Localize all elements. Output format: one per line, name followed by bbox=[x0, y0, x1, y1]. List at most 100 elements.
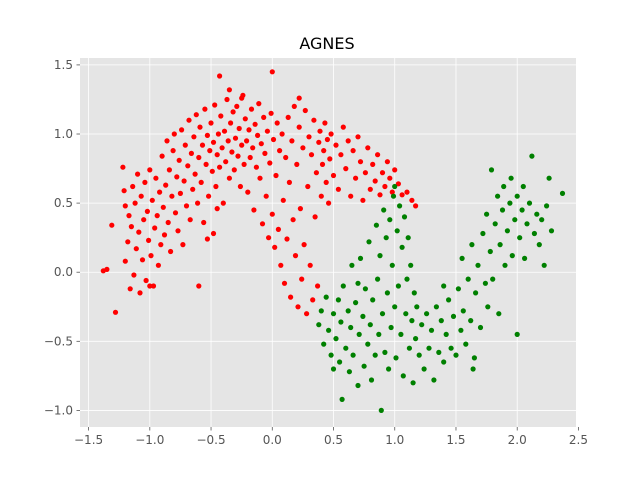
data-point bbox=[191, 134, 197, 140]
data-point bbox=[290, 217, 296, 223]
data-point bbox=[335, 186, 341, 192]
data-point bbox=[204, 132, 210, 138]
data-point bbox=[473, 290, 479, 296]
data-point bbox=[176, 157, 182, 163]
data-point bbox=[224, 96, 230, 103]
data-point bbox=[183, 203, 190, 209]
data-point bbox=[246, 127, 252, 133]
data-point bbox=[138, 193, 144, 199]
data-point bbox=[459, 255, 465, 261]
y-tick-label: 1.0 bbox=[54, 127, 73, 141]
data-point bbox=[104, 266, 110, 272]
data-point bbox=[460, 308, 466, 314]
data-point bbox=[322, 120, 328, 126]
data-point bbox=[203, 161, 209, 167]
data-point bbox=[266, 235, 272, 241]
data-point bbox=[345, 308, 351, 314]
data-point bbox=[333, 142, 339, 148]
data-point bbox=[133, 246, 139, 252]
data-point bbox=[209, 168, 215, 174]
data-point bbox=[419, 322, 425, 328]
data-point bbox=[355, 382, 361, 389]
data-point bbox=[350, 352, 356, 358]
data-point bbox=[228, 120, 234, 126]
data-point bbox=[255, 132, 261, 138]
data-point bbox=[252, 121, 258, 127]
data-point bbox=[210, 139, 217, 145]
data-point bbox=[375, 152, 381, 158]
data-point bbox=[166, 167, 172, 173]
data-points bbox=[100, 69, 566, 413]
data-point bbox=[360, 197, 366, 203]
data-point bbox=[389, 189, 395, 195]
data-point bbox=[132, 200, 138, 206]
data-point bbox=[348, 324, 354, 331]
data-point bbox=[149, 197, 155, 203]
data-point bbox=[273, 172, 279, 179]
data-point bbox=[390, 193, 397, 199]
data-point bbox=[497, 242, 503, 248]
data-point bbox=[229, 149, 235, 155]
data-point bbox=[317, 128, 323, 134]
chart-title: AGNES bbox=[299, 34, 354, 53]
data-point bbox=[343, 166, 349, 172]
data-point bbox=[137, 290, 143, 296]
data-point bbox=[365, 341, 371, 347]
data-point bbox=[258, 141, 264, 147]
data-point bbox=[157, 189, 163, 195]
data-point bbox=[226, 175, 232, 181]
data-point bbox=[514, 331, 520, 337]
data-point bbox=[142, 179, 148, 185]
data-point bbox=[165, 219, 171, 226]
data-point bbox=[182, 142, 188, 148]
y-tick-label: −0.5 bbox=[44, 334, 73, 348]
data-point bbox=[372, 178, 378, 184]
data-point bbox=[475, 262, 481, 268]
data-point bbox=[424, 311, 430, 317]
data-point bbox=[548, 228, 555, 234]
data-point bbox=[372, 352, 378, 358]
data-point bbox=[366, 239, 372, 245]
data-point bbox=[153, 175, 159, 181]
data-point bbox=[507, 200, 513, 206]
data-point bbox=[128, 224, 134, 230]
data-point bbox=[208, 120, 214, 126]
data-point bbox=[356, 331, 362, 337]
data-point bbox=[144, 208, 150, 214]
data-point bbox=[264, 128, 270, 134]
data-point bbox=[187, 217, 193, 223]
data-point bbox=[349, 262, 355, 268]
data-point bbox=[267, 160, 273, 166]
data-point bbox=[357, 159, 364, 165]
data-point bbox=[330, 311, 337, 317]
data-point bbox=[195, 200, 201, 206]
data-point bbox=[368, 377, 375, 383]
data-point bbox=[546, 175, 552, 181]
data-point bbox=[400, 373, 406, 379]
data-point bbox=[529, 153, 535, 159]
data-point bbox=[410, 380, 416, 386]
data-point bbox=[350, 148, 356, 154]
data-point bbox=[247, 154, 253, 161]
data-point bbox=[268, 110, 274, 116]
data-point bbox=[492, 221, 498, 227]
data-point bbox=[130, 183, 136, 190]
data-point bbox=[163, 182, 169, 188]
data-point bbox=[378, 407, 384, 413]
data-point bbox=[283, 154, 289, 161]
data-point bbox=[370, 161, 376, 167]
data-point bbox=[181, 178, 187, 184]
data-point bbox=[408, 262, 414, 268]
data-point bbox=[487, 248, 493, 255]
data-point bbox=[338, 319, 344, 325]
x-tick-label: −1.0 bbox=[135, 433, 164, 447]
data-point bbox=[436, 349, 442, 355]
data-point bbox=[148, 253, 154, 259]
data-point bbox=[220, 200, 226, 206]
data-point bbox=[480, 230, 486, 237]
data-point bbox=[241, 161, 247, 167]
data-point bbox=[315, 283, 321, 289]
data-point bbox=[321, 341, 327, 347]
data-point bbox=[190, 186, 196, 192]
